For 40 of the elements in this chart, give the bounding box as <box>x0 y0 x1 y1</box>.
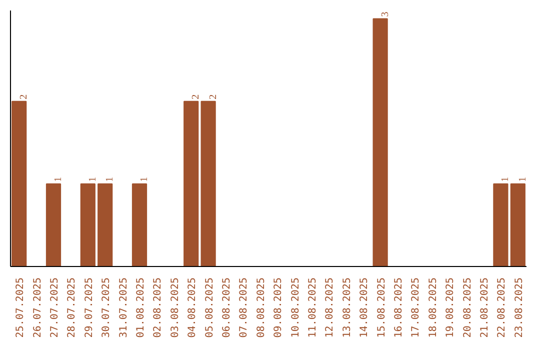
x-tick-label: 15.08.2025 <box>376 277 388 338</box>
x-tick-label: 17.08.2025 <box>410 277 422 338</box>
x-tick-label: 08.08.2025 <box>256 277 267 338</box>
x-tick-label: 22.08.2025 <box>496 277 508 338</box>
data-label: 2 <box>190 94 202 100</box>
x-tick-label: 16.08.2025 <box>394 277 404 338</box>
x-tick-label: 29.07.2025 <box>84 277 95 338</box>
data-label: 1 <box>87 176 98 182</box>
data-label: 1 <box>139 176 150 182</box>
x-tick-label: 19.08.2025 <box>445 277 456 338</box>
data-label: 3 <box>380 12 391 17</box>
x-tick-label: 18.08.2025 <box>428 277 439 338</box>
x-tick-label: 13.08.2025 <box>342 277 353 338</box>
x-tick-label: 23.08.2025 <box>514 277 525 338</box>
x-tick-label: 12.08.2025 <box>324 277 336 338</box>
x-tick-label: 20.08.2025 <box>462 277 474 338</box>
x-tick-label: 10.08.2025 <box>290 277 302 338</box>
data-label: 1 <box>53 176 64 182</box>
x-tick-label: 09.08.2025 <box>273 277 284 338</box>
x-tick-label: 01.08.2025 <box>136 277 146 338</box>
x-tick-label: 21.08.2025 <box>480 277 490 338</box>
x-tick-label: 30.07.2025 <box>101 277 112 338</box>
x-tick-label: 02.08.2025 <box>152 277 164 338</box>
x-tick-label: 05.08.2025 <box>204 277 216 338</box>
x-tick-label: 28.07.2025 <box>66 277 78 338</box>
x-tick-label: 03.08.2025 <box>170 277 181 338</box>
x-tick-label: 27.07.2025 <box>50 277 60 338</box>
x-tick-label: 07.08.2025 <box>238 277 250 338</box>
data-label: 2 <box>18 94 30 100</box>
x-tick-label: 25.07.2025 <box>15 277 26 338</box>
x-tick-label: 31.07.2025 <box>118 277 130 338</box>
data-label: 1 <box>104 176 116 182</box>
data-label: 2 <box>208 94 219 100</box>
x-tick-label: 11.08.2025 <box>308 277 318 338</box>
x-tick-label: 14.08.2025 <box>359 277 370 338</box>
x-tick-label: 04.08.2025 <box>187 277 198 338</box>
x-tick-label: 26.07.2025 <box>32 277 44 338</box>
x-tick-label: 06.08.2025 <box>222 277 232 338</box>
data-label: 1 <box>517 176 528 182</box>
data-label: 1 <box>500 176 512 182</box>
